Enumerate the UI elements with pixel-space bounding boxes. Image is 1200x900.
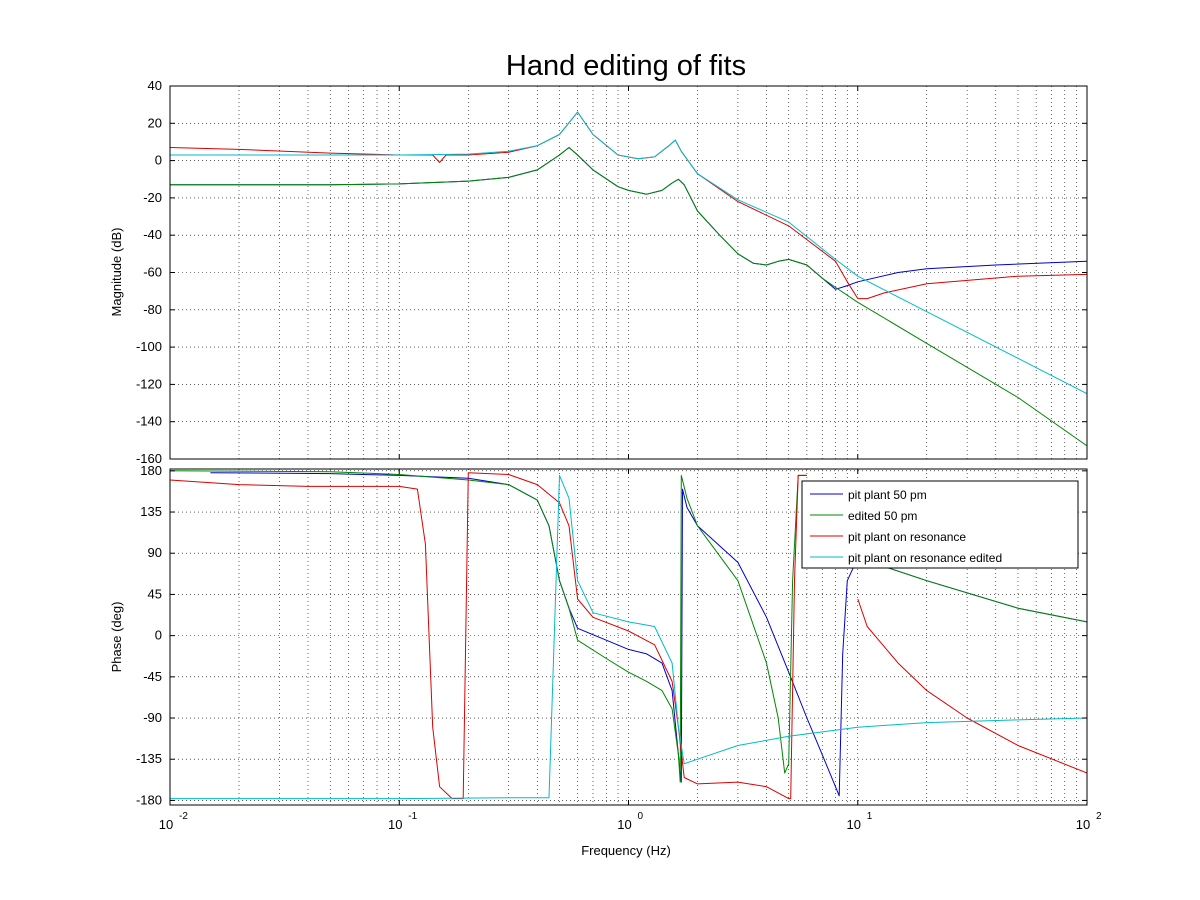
y-tick-label: -45 [143,669,162,684]
y-tick-label: 90 [148,545,162,560]
series-line-edited-50-pm [170,147,1087,447]
y-tick-label: 20 [148,115,162,130]
x-tick-exponent: -2 [179,811,188,822]
legend-label-1: pit plant 50 pm [848,488,927,502]
y-tick-label: -120 [136,376,162,391]
y-tick-label: 0 [155,628,162,643]
x-tick-label: 10 [847,817,861,832]
y-tick-label: -135 [136,751,162,766]
y-tick-label: -160 [136,451,162,466]
x-tick-exponent: -1 [408,811,417,822]
legend-label-2: edited 50 pm [848,509,917,523]
y-tick-label: -140 [136,414,162,429]
phase-y-label: Phase (deg) [109,602,124,673]
magnitude-plot-area [170,86,1087,459]
x-tick-exponent: 0 [638,811,644,822]
series-line-pit-plant-on-resonance [857,598,1087,774]
magnitude-y-label: Magnitude (dB) [109,228,124,317]
phase-series [170,470,1087,800]
x-axis-label: Frequency (Hz) [581,843,671,858]
y-tick-label: 40 [148,78,162,93]
y-tick-label: -40 [143,227,162,242]
magnitude-y-ticks: 40 20 0 -20 -40 -60 -80 -100 -120 -140 -160 [136,78,1087,466]
x-tick-exponent: 1 [867,811,873,822]
series-line-pit-plant-on-resonance [170,472,807,800]
magnitude-series [170,111,1087,447]
series-line-pit-plant-on-resonance-edited [170,111,1087,395]
legend-label-3: pit plant on resonance [848,530,966,544]
y-tick-label: -80 [143,302,162,317]
legend-label-4: pit plant on resonance edited [848,551,1002,565]
y-tick-label: -60 [143,265,162,280]
legend: pit plant 50 pm edited 50 pm pit plant o… [801,480,1079,569]
magnitude-grid [170,86,1087,459]
phase-y-ticks: 180 135 90 45 0 -45 -90 -135 -180 [136,463,1087,807]
y-tick-label: -100 [136,339,162,354]
series-line-pit-plant-on-resonance-edited [170,474,1087,800]
y-tick-label: -180 [136,792,162,807]
y-tick-label: -20 [143,190,162,205]
y-tick-label: 45 [148,586,162,601]
y-tick-label: 0 [155,153,162,168]
y-tick-label: 180 [140,463,162,478]
chart-title: Hand editing of fits [506,50,746,82]
x-tick-label: 10 [617,817,631,832]
legend-box [801,480,1079,569]
x-tick-label: 10 [388,817,402,832]
x-tick-exponent: 2 [1096,811,1102,822]
y-tick-label: 135 [140,504,162,519]
x-tick-label: 10 [1076,817,1090,832]
series-line-edited-50-pm [170,470,807,783]
magnitude-plot: 40 20 0 -20 -40 -60 -80 -100 -120 -140 -160 Magnit… [109,78,1088,466]
x-tick-label: 10 [159,817,173,832]
x-ticks: 10 -2 10 -1 10 0 10 1 10 2 [159,86,1102,832]
y-tick-label: -90 [143,710,162,725]
